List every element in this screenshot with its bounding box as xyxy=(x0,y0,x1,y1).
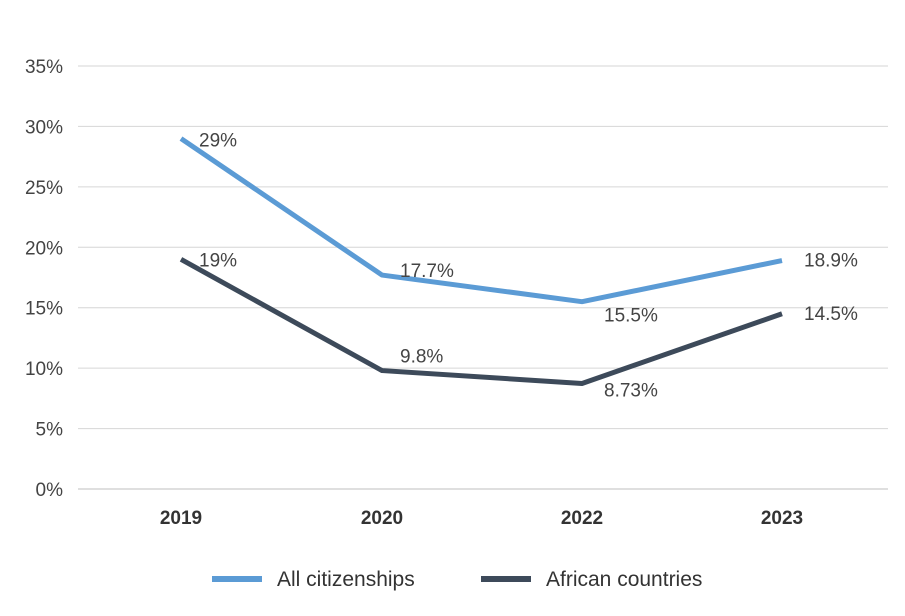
x-tick-label-2019: 2019 xyxy=(160,508,202,529)
series-line-1 xyxy=(179,136,783,305)
data-label-s1-2020: 17.7% xyxy=(400,261,454,282)
data-label-s1-2022: 15.5% xyxy=(604,306,658,327)
y-tick-label-30: 30% xyxy=(25,117,63,138)
y-tick-label-15: 15% xyxy=(25,299,63,320)
y-tick-label-35: 35% xyxy=(25,57,63,78)
series-line-2 xyxy=(179,257,783,386)
y-tick-label-20: 20% xyxy=(25,238,63,259)
data-labels: 29% 17.7% 15.5% 18.9% 19% 9.8% 8.73% 14.5% xyxy=(199,131,858,402)
data-label-s2-2020: 9.8% xyxy=(400,347,443,368)
x-tick-label-2022: 2022 xyxy=(561,508,603,529)
y-axis-ticks: 0% 5% 10% 15% 20% 25% 30% 35% xyxy=(25,57,63,501)
legend-label-2: African countries xyxy=(546,568,702,591)
grid-lines xyxy=(78,65,888,490)
data-label-s2-2019: 19% xyxy=(199,250,237,271)
legend-label-1: All citizenships xyxy=(277,568,415,591)
y-tick-label-0: 0% xyxy=(36,480,64,501)
data-label-s2-2022: 8.73% xyxy=(604,380,658,401)
x-tick-label-2023: 2023 xyxy=(761,508,803,529)
data-label-s1-2023: 18.9% xyxy=(804,251,858,272)
y-tick-label-5: 5% xyxy=(36,420,64,441)
data-label-s1-2019: 29% xyxy=(199,131,237,152)
data-label-s2-2023: 14.5% xyxy=(804,304,858,325)
legend: All citizenships African countries xyxy=(212,568,702,591)
x-tick-label-2020: 2020 xyxy=(361,508,403,529)
y-tick-label-10: 10% xyxy=(25,359,63,380)
series-group xyxy=(179,136,783,386)
x-axis-ticks: 2019 2020 2022 2023 xyxy=(160,508,803,529)
y-tick-label-25: 25% xyxy=(25,178,63,199)
